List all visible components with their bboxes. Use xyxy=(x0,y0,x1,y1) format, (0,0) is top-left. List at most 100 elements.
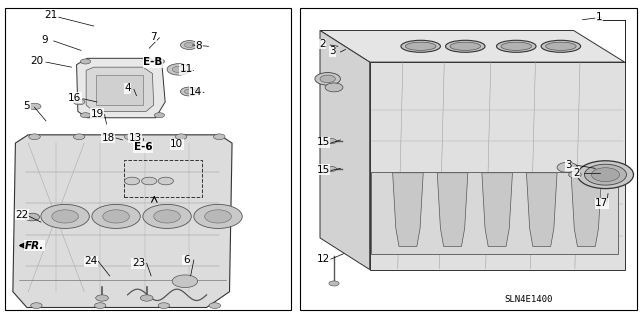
Circle shape xyxy=(557,162,577,173)
Circle shape xyxy=(31,303,42,308)
Ellipse shape xyxy=(545,42,576,50)
Circle shape xyxy=(140,295,153,301)
Text: 15: 15 xyxy=(317,137,330,147)
Ellipse shape xyxy=(445,40,485,52)
Text: 3: 3 xyxy=(565,160,572,170)
Text: E-B: E-B xyxy=(143,57,163,67)
Text: 5: 5 xyxy=(24,101,30,111)
Text: 8: 8 xyxy=(196,41,202,51)
Circle shape xyxy=(41,204,90,228)
Text: SLN4E1400: SLN4E1400 xyxy=(505,295,553,304)
Text: 24: 24 xyxy=(84,256,97,266)
Circle shape xyxy=(95,303,106,308)
Circle shape xyxy=(103,210,129,223)
Circle shape xyxy=(154,113,164,118)
Text: 19: 19 xyxy=(90,109,104,119)
Text: 10: 10 xyxy=(170,139,183,149)
Circle shape xyxy=(172,275,198,287)
Text: 18: 18 xyxy=(102,133,115,143)
Bar xyxy=(96,75,143,105)
Polygon shape xyxy=(13,135,232,308)
Polygon shape xyxy=(371,172,618,254)
Bar xyxy=(124,160,202,197)
Polygon shape xyxy=(77,58,165,118)
Circle shape xyxy=(184,43,195,48)
Ellipse shape xyxy=(401,40,440,52)
Text: 1: 1 xyxy=(596,11,602,22)
Circle shape xyxy=(180,41,198,49)
Circle shape xyxy=(591,168,620,182)
Circle shape xyxy=(74,134,85,140)
Text: 17: 17 xyxy=(595,198,608,208)
Text: 9: 9 xyxy=(42,35,48,45)
Circle shape xyxy=(326,139,337,144)
Circle shape xyxy=(29,134,40,140)
Circle shape xyxy=(141,177,157,185)
Text: 2: 2 xyxy=(319,39,326,49)
Circle shape xyxy=(81,59,91,64)
Circle shape xyxy=(209,303,221,308)
Text: 15: 15 xyxy=(317,165,330,174)
Text: 6: 6 xyxy=(183,255,189,265)
Circle shape xyxy=(124,177,140,185)
Circle shape xyxy=(320,75,335,83)
Polygon shape xyxy=(320,31,370,270)
Text: E-6: E-6 xyxy=(134,143,152,152)
Circle shape xyxy=(326,167,337,172)
Bar xyxy=(4,8,291,310)
Text: 4: 4 xyxy=(124,83,131,93)
Polygon shape xyxy=(86,67,154,111)
Polygon shape xyxy=(527,173,557,247)
Circle shape xyxy=(205,210,232,223)
Circle shape xyxy=(154,210,180,223)
Text: 14: 14 xyxy=(189,86,202,97)
Text: 20: 20 xyxy=(30,56,43,66)
Text: FR.: FR. xyxy=(25,241,44,250)
Circle shape xyxy=(194,204,243,228)
Circle shape xyxy=(584,164,627,185)
Circle shape xyxy=(96,295,108,301)
Circle shape xyxy=(24,213,40,221)
Polygon shape xyxy=(571,173,602,247)
Circle shape xyxy=(81,113,91,118)
Ellipse shape xyxy=(541,40,580,52)
Polygon shape xyxy=(393,173,423,247)
Circle shape xyxy=(315,72,340,85)
Circle shape xyxy=(329,281,339,286)
Circle shape xyxy=(28,103,41,109)
Circle shape xyxy=(92,204,140,228)
Circle shape xyxy=(143,204,191,228)
Circle shape xyxy=(214,134,225,140)
Circle shape xyxy=(172,66,185,72)
Circle shape xyxy=(577,161,634,189)
Circle shape xyxy=(175,134,187,140)
Ellipse shape xyxy=(450,42,481,50)
Text: 13: 13 xyxy=(129,133,142,143)
Circle shape xyxy=(325,83,343,92)
Text: 23: 23 xyxy=(132,258,145,268)
Polygon shape xyxy=(437,173,468,247)
Circle shape xyxy=(184,89,195,94)
Circle shape xyxy=(180,87,198,96)
Polygon shape xyxy=(320,31,625,62)
Circle shape xyxy=(158,177,173,185)
Text: 3: 3 xyxy=(330,46,336,56)
Text: 7: 7 xyxy=(150,32,156,42)
Circle shape xyxy=(154,59,164,64)
Ellipse shape xyxy=(501,42,532,50)
Text: 16: 16 xyxy=(68,93,81,103)
Text: 11: 11 xyxy=(180,64,193,74)
Text: 21: 21 xyxy=(44,10,58,20)
Polygon shape xyxy=(482,173,513,247)
Polygon shape xyxy=(370,62,625,270)
Circle shape xyxy=(124,134,136,140)
Text: 2: 2 xyxy=(573,168,579,178)
Circle shape xyxy=(52,210,79,223)
Ellipse shape xyxy=(405,42,436,50)
Circle shape xyxy=(158,303,170,308)
Circle shape xyxy=(568,172,581,178)
Text: 22: 22 xyxy=(15,210,28,220)
Circle shape xyxy=(167,64,190,75)
Bar xyxy=(300,8,637,310)
Circle shape xyxy=(74,99,85,105)
